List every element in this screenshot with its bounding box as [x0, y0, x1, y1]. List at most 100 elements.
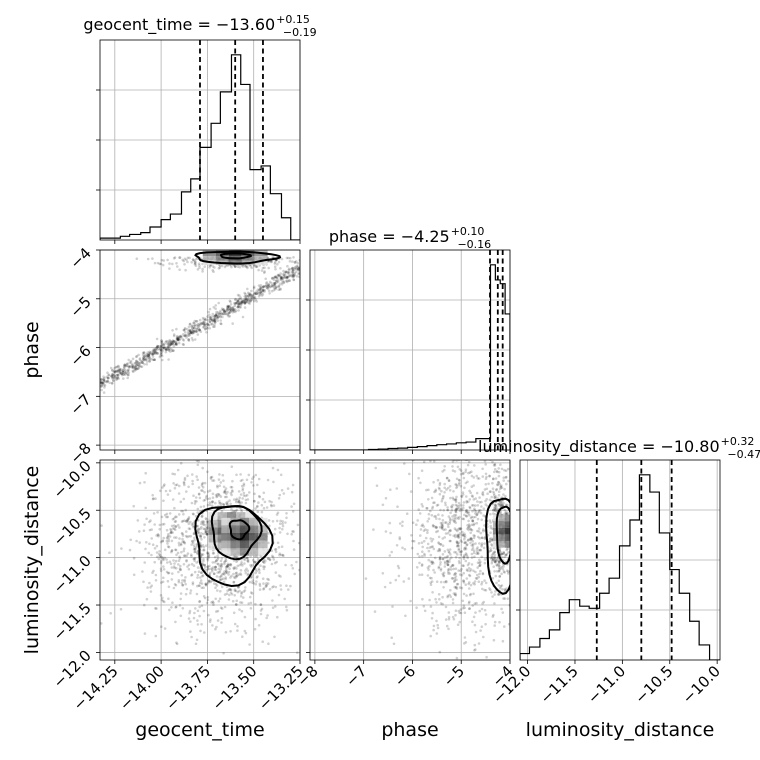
sample-point: [449, 588, 452, 592]
sample-point: [215, 495, 218, 499]
y-tick-label: −10.5: [50, 504, 95, 549]
sample-point: [168, 344, 171, 347]
sample-point: [150, 358, 153, 361]
sample-point: [238, 501, 242, 505]
sample-point: [446, 568, 450, 571]
sample-point: [472, 516, 475, 519]
sample-point: [493, 556, 497, 560]
sample-point: [484, 581, 488, 585]
contour-line: [220, 252, 253, 260]
sample-point: [218, 575, 221, 579]
sample-point: [200, 571, 203, 575]
sample-point: [174, 548, 178, 552]
sample-point: [255, 265, 258, 268]
density-cell: [221, 525, 231, 533]
sample-point: [239, 569, 243, 572]
sample-point: [148, 352, 152, 356]
sample-point: [479, 629, 482, 632]
sample-point: [155, 534, 158, 537]
sample-point: [154, 351, 157, 354]
sample-point: [189, 589, 193, 592]
sample-point: [151, 358, 155, 362]
sample-point: [166, 340, 169, 343]
sample-point: [196, 576, 199, 579]
sample-point: [465, 511, 469, 514]
sample-point: [390, 550, 394, 554]
sample-point: [203, 565, 207, 569]
sample-point: [177, 513, 181, 516]
sample-point: [420, 524, 424, 528]
sample-point: [116, 375, 120, 379]
sample-point: [281, 273, 285, 276]
sample-point: [236, 293, 240, 297]
sample-point: [286, 270, 290, 274]
sample-point: [430, 545, 433, 549]
sample-point: [208, 307, 212, 311]
sample-point: [201, 466, 204, 470]
sample-point: [245, 298, 249, 302]
sample-point: [202, 563, 205, 567]
sample-point: [215, 575, 219, 578]
sample-point: [280, 257, 284, 261]
sample-point: [267, 284, 270, 287]
sample-point: [448, 539, 452, 543]
sample-point: [217, 492, 221, 496]
sample-point: [214, 313, 218, 317]
sample-point: [177, 563, 180, 566]
sample-point: [486, 492, 489, 496]
sample-point: [187, 329, 190, 333]
sample-point: [177, 338, 180, 342]
sample-point: [431, 507, 434, 510]
sample-point: [443, 562, 447, 565]
sample-point: [151, 355, 155, 358]
sample-point: [499, 463, 502, 467]
sample-point: [443, 482, 447, 486]
sample-point: [271, 586, 274, 589]
sample-point: [477, 527, 481, 530]
sample-point: [152, 352, 155, 356]
sample-point: [279, 519, 282, 523]
sample-point: [453, 513, 456, 517]
sample-point: [478, 558, 481, 562]
sample-point: [257, 268, 260, 272]
sample-point: [270, 260, 274, 263]
sample-point: [491, 555, 494, 559]
sample-point: [206, 315, 209, 318]
sample-point: [213, 319, 217, 322]
sample-point: [100, 388, 103, 392]
sample-point: [514, 502, 517, 505]
sample-point: [491, 558, 495, 562]
sample-point: [193, 570, 197, 574]
sample-point: [259, 603, 263, 606]
sample-point: [497, 490, 501, 494]
sample-point: [448, 551, 451, 554]
sample-point: [236, 556, 239, 559]
sample-point: [492, 508, 495, 512]
sample-point: [201, 481, 205, 485]
sample-point: [159, 540, 163, 544]
sample-point: [172, 340, 176, 343]
sample-point: [304, 546, 307, 549]
sample-point: [262, 285, 265, 288]
sample-point: [293, 266, 297, 269]
sample-point: [241, 489, 244, 492]
sample-point: [477, 549, 481, 552]
sample-point: [235, 473, 238, 477]
sample-point: [497, 592, 501, 596]
sample-point: [459, 484, 463, 488]
sample-point: [304, 260, 307, 263]
sample-point: [297, 268, 300, 272]
sample-point: [159, 567, 163, 570]
sample-point: [191, 541, 195, 545]
density-cell: [229, 243, 242, 247]
sample-point: [316, 530, 319, 533]
sample-point: [260, 269, 264, 272]
sample-point: [455, 545, 459, 548]
sample-point: [439, 563, 442, 566]
sample-point: [235, 560, 238, 563]
sample-point: [162, 346, 166, 350]
sample-point: [244, 494, 247, 498]
sample-point: [186, 474, 189, 478]
sample-point: [500, 552, 503, 556]
sample-point: [213, 568, 216, 571]
